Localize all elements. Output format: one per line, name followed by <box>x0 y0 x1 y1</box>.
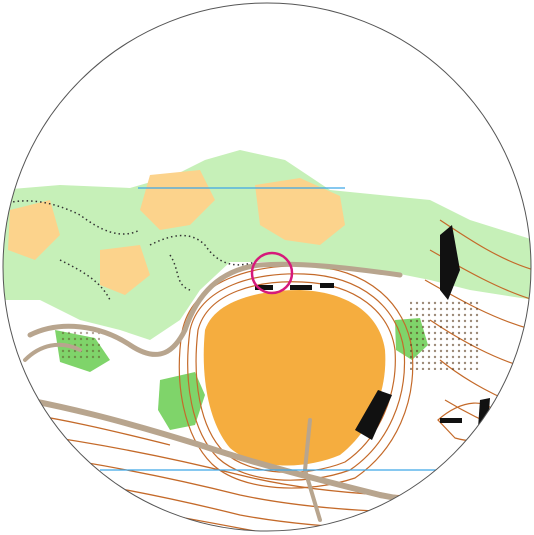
rough-open-area <box>100 245 150 295</box>
map-feature <box>290 285 312 290</box>
water-lines <box>100 187 450 471</box>
rough-open-area <box>140 170 215 230</box>
map-feature <box>149 234 256 266</box>
vegetation-boundaries <box>3 200 256 301</box>
control-marker <box>250 251 294 295</box>
map-feature <box>355 390 392 440</box>
map-feature <box>440 418 462 423</box>
map-feature <box>187 273 406 481</box>
map-feature <box>439 219 531 271</box>
map-feature <box>440 225 460 300</box>
map-feature <box>27 261 403 357</box>
stony-ground <box>410 300 480 370</box>
map-feature <box>255 285 273 290</box>
cliffs <box>255 225 490 440</box>
rough-open-area <box>8 200 60 260</box>
rough-open-area <box>255 178 345 245</box>
map-feature <box>23 342 82 362</box>
map-feature <box>320 283 334 288</box>
open-land-pit <box>203 290 386 466</box>
map-feature <box>169 254 191 291</box>
forest-area <box>3 150 531 340</box>
green-vegetation-patch <box>158 372 205 430</box>
map-feature <box>195 281 396 473</box>
map-feature <box>59 259 111 301</box>
